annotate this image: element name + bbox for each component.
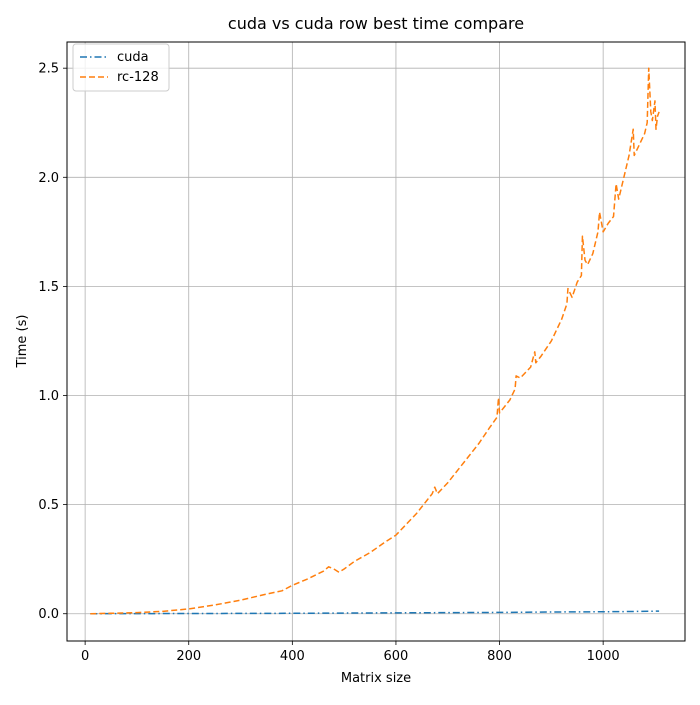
x-tick-label: 600 [384, 649, 409, 664]
y-tick-label: 0.0 [38, 607, 59, 622]
series-line-cuda [90, 610, 660, 615]
grid-layer [67, 42, 685, 641]
x-tick-label: 400 [280, 649, 305, 664]
x-tick-label: 200 [176, 649, 201, 664]
x-tick-label: 1000 [587, 649, 620, 664]
x-tick-label: 800 [487, 649, 512, 664]
legend-box [72, 43, 170, 92]
y-tick-label: 0.5 [38, 498, 59, 513]
series-line-rc-128 [90, 67, 660, 615]
x-axis-label: Matrix size [341, 671, 411, 686]
y-tick-label: 1.0 [38, 389, 59, 404]
y-tick-label: 1.5 [38, 280, 59, 295]
y-tick-label: 2.5 [38, 62, 59, 77]
x-tick-label: 0 [81, 649, 89, 664]
legend-label-cuda: cuda [117, 50, 149, 65]
plot-frame [66, 41, 686, 642]
y-axis-label: Time (s) [15, 315, 30, 369]
tick-layer: 0 200 400 600 800 1000 0.0 0.5 1.0 1.5 2.0 2.5 [38, 62, 619, 664]
legend: cuda rc-128 [72, 43, 170, 92]
y-tick-label: 2.0 [38, 171, 59, 186]
series-layer [90, 67, 660, 615]
legend-label-rc-128: rc-128 [117, 70, 159, 85]
chart-title: cuda vs cuda row best time compare [228, 14, 524, 33]
